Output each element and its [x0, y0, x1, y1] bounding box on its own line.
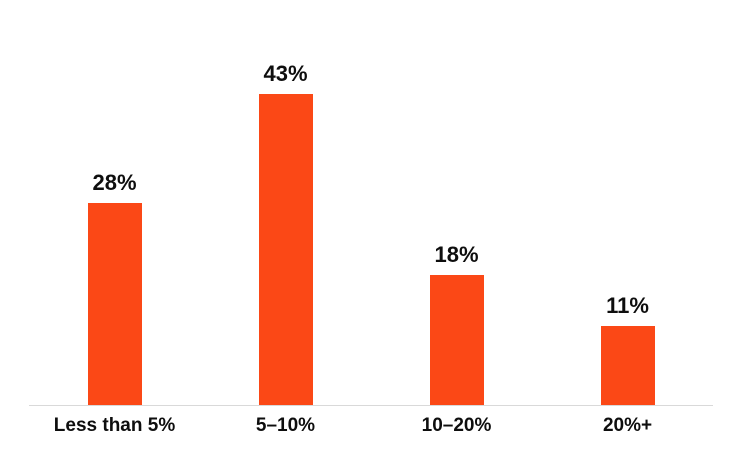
category-label: 5–10%: [255, 415, 316, 436]
bar: [429, 275, 484, 405]
bar-column: 11%: [542, 293, 713, 405]
bar-column: 28%: [29, 170, 200, 405]
bar-column: 43%: [200, 61, 371, 405]
bar-column: 18%: [371, 242, 542, 405]
bar: [87, 203, 142, 405]
category-labels-row: Less than 5% 5–10% 10–20% 20%+: [29, 406, 713, 437]
bar-value-label: 18%: [434, 242, 479, 267]
category-label: 10–20%: [421, 415, 492, 436]
x-axis-line: [29, 405, 713, 406]
category-label: 20%+: [602, 415, 653, 436]
bar-value-label: 28%: [92, 170, 137, 195]
bars-row: 28% 43% 18% 11%: [29, 61, 713, 405]
bar-value-label: 43%: [263, 61, 308, 86]
category-label: Less than 5%: [53, 415, 176, 436]
bar: [258, 94, 313, 405]
plot-area: 28% 43% 18% 11% Less than 5% 5–10% 10–20% 20%+: [29, 61, 713, 437]
bar-value-label: 11%: [606, 293, 649, 318]
bar: [600, 326, 655, 405]
